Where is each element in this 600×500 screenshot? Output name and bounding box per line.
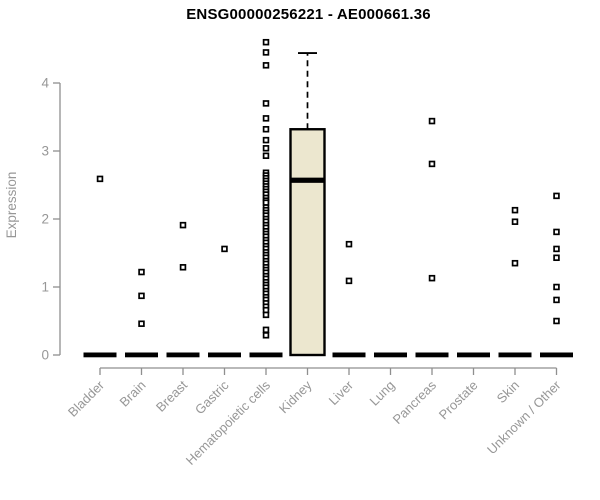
data-point <box>428 274 436 282</box>
y-tick-label: 3 <box>41 144 49 159</box>
collapsed-box-median <box>332 352 366 358</box>
x-tick-label: Unknown / Other <box>484 377 564 457</box>
y-tick-label: 0 <box>41 348 49 363</box>
data-point <box>262 125 270 133</box>
data-point <box>138 268 145 276</box>
data-point <box>179 221 187 229</box>
data-point <box>345 277 353 285</box>
data-point <box>553 296 560 304</box>
y-tick-label: 1 <box>41 280 49 295</box>
data-point <box>553 245 560 253</box>
x-tick-label: Breast <box>153 377 190 414</box>
data-point <box>179 264 187 271</box>
x-tick-label: Liver <box>326 377 357 408</box>
data-point <box>553 283 560 291</box>
data-point <box>511 206 519 214</box>
collapsed-box-median <box>166 352 200 358</box>
x-tick-label: Kidney <box>276 377 315 416</box>
x-tick-label: Brain <box>117 378 149 410</box>
collapsed-box-median <box>415 352 449 358</box>
collapsed-box-median <box>125 352 158 358</box>
box-kidney <box>289 128 326 357</box>
collapsed-box-median <box>540 352 573 358</box>
data-point <box>262 152 270 160</box>
data-point <box>553 228 560 236</box>
y-tick-label: 2 <box>41 212 49 227</box>
data-point <box>262 100 270 107</box>
data-point <box>262 332 270 339</box>
data-point <box>428 117 436 125</box>
data-point <box>262 62 270 69</box>
x-tick-label: Gastric <box>192 377 232 417</box>
y-axis-title: Expression <box>4 171 19 239</box>
data-point <box>553 317 560 325</box>
data-point <box>138 292 145 300</box>
chart-title: ENSG00000256221 - AE000661.36 <box>186 6 431 23</box>
collapsed-box-median <box>83 352 117 358</box>
x-tick-label: Bladder <box>65 377 108 420</box>
data-point <box>221 245 228 253</box>
collapsed-box-median <box>498 352 532 358</box>
collapsed-box-median <box>457 352 490 358</box>
data-point <box>262 311 270 319</box>
x-tick-label: Lung <box>367 378 398 409</box>
data-point <box>262 136 270 144</box>
data-point <box>262 49 270 56</box>
data-point <box>262 115 270 122</box>
data-point <box>138 320 145 327</box>
x-tick-label: Skin <box>494 378 522 406</box>
data-point <box>511 259 519 267</box>
data-point <box>262 38 270 46</box>
y-tick-label: 4 <box>41 76 49 91</box>
data-point <box>345 240 353 248</box>
data-point <box>262 145 270 152</box>
data-point <box>262 326 270 334</box>
collapsed-box-median <box>374 352 407 358</box>
data-point <box>96 175 104 183</box>
data-point <box>428 160 436 168</box>
box-median-line <box>290 177 325 183</box>
data-point <box>553 254 560 262</box>
x-tick-label: Pancreas <box>390 377 440 427</box>
data-point <box>553 192 560 200</box>
x-tick-label: Prostate <box>436 378 481 423</box>
data-point <box>511 218 519 225</box>
collapsed-box-median <box>208 352 241 358</box>
collapsed-box-median <box>249 352 283 358</box>
